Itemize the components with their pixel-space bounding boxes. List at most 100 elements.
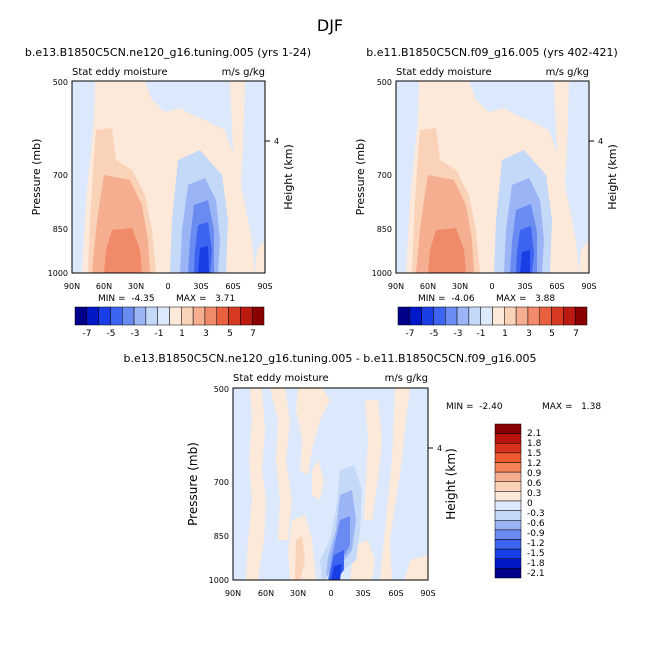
x-tick-90s: 90S [257,282,272,291]
x-tick-60s: 60S [225,282,240,291]
x-tick-30s: 30S [193,282,208,291]
contour-field [233,388,428,580]
y-tick-700: 700 [377,171,392,180]
colorbar-swatch [574,306,588,326]
y-tick-500: 500 [214,385,229,394]
colorbar-label: 1.5 [527,449,541,459]
colorbar-label: 1 [502,329,508,339]
colorbar-swatch [397,306,411,326]
colorbar-swatch [494,548,522,559]
colorbar-label: 1 [179,329,185,339]
x-tick-90n: 90N [225,589,241,598]
colorbar-swatch [192,306,206,326]
colorbar-swatch [240,306,253,326]
colorbar-swatch [539,306,552,326]
colorbar-swatch [145,306,158,326]
max-label: MAX = 1.38 [542,402,601,412]
colorbar-swatch [468,306,481,326]
colorbar-label: -1 [155,329,164,339]
colorbar-label: -5 [430,329,439,339]
colorbar-swatch [456,306,470,326]
colorbar-label: -1 [477,329,486,339]
colorbar-swatch [494,510,522,521]
x-ticks: 90N 60N 30N 0 30S 60S 90S [388,282,597,291]
panel-3: b.e13.B1850C5CN.ne120_g16.tuning.005 - b… [123,352,601,598]
colorbar-swatch [494,433,522,444]
figure-title: DJF [317,16,343,35]
y-tick-500: 500 [53,78,68,87]
colorbar-swatch [251,306,265,326]
colorbar-swatch [421,306,434,326]
colorbar-swatch [494,452,522,463]
colorbar-label: -3 [454,329,463,339]
colorbar-label: 2.1 [527,429,541,439]
panel-title: b.e13.B1850C5CN.ne120_g16.tuning.005 (yr… [25,46,311,59]
colorbar-swatch [133,306,147,326]
colorbar-label: -2.1 [527,569,545,579]
x-ticks: 90N 60N 30N 0 30S 60S 90S [64,282,273,291]
y-tick-850: 850 [214,532,229,541]
colorbar-label: -3 [131,329,140,339]
y-ticks: 500 700 850 1000 [209,385,229,585]
colorbar-swatch [551,306,564,326]
y-tick-1000: 1000 [48,269,68,278]
colorbar-swatch [494,462,522,473]
x-tick-60s: 60S [388,589,403,598]
y2-axis-label: Height (km) [606,144,619,210]
x-tick-90n: 90N [64,282,80,291]
colorbar-swatch [204,306,217,326]
colorbar-swatch [494,423,522,434]
colorbar-label: 5 [227,329,233,339]
x-tick-90s: 90S [420,589,435,598]
field-label: Stat eddy moisture [233,373,329,384]
colorbar-labels: -7 -5 -3 -1 1 3 5 7 [406,329,579,339]
colorbar-swatch [494,568,522,579]
x-tick-0: 0 [328,589,333,598]
colorbar-swatch [433,306,446,326]
plot-frame [71,80,266,274]
units-label: m/s g/kg [222,67,265,78]
units-label: m/s g/kg [385,373,428,384]
y2-axis-label: Height (km) [282,144,295,210]
x-tick-30n: 30N [128,282,144,291]
colorbar-swatch [122,306,135,326]
colorbar-label: -0.6 [527,519,545,529]
max-label: MAX = 3.88 [496,294,555,304]
colorbar-swatch [480,306,493,326]
colorbar-swatch [409,306,422,326]
min-label: MIN = -4.06 [418,294,475,304]
y-axis-label: Pressure (mb) [30,139,43,216]
field-label: Stat eddy moisture [396,67,492,78]
colorbar-swatch [216,306,229,326]
colorbar-swatch [494,558,522,569]
colorbar-swatch [181,306,194,326]
colorbar-label: -1.2 [527,539,545,549]
colorbar [397,306,588,326]
colorbar-label: 0.9 [527,469,542,479]
plot-frame [232,387,429,581]
y-ticks: 500 700 850 1000 [372,78,392,278]
y-tick-850: 850 [377,225,392,234]
colorbar-swatch [515,306,529,326]
colorbar-swatch [98,306,111,326]
y2-tick: 4 [274,137,279,146]
y2-tick: 4 [598,137,603,146]
colorbar-swatch [504,306,517,326]
colorbar-swatch [494,471,522,482]
max-label: MAX = 3.71 [176,294,235,304]
x-tick-60n: 60N [258,589,274,598]
y-ticks: 500 700 850 1000 [48,78,68,278]
colorbar-label: 3 [526,329,532,339]
colorbar-label: -7 [83,329,92,339]
colorbar [74,306,265,326]
x-tick-90n: 90N [388,282,404,291]
colorbar-swatch [86,306,99,326]
y-tick-1000: 1000 [372,269,392,278]
x-tick-60s: 60S [549,282,564,291]
x-tick-30n: 30N [452,282,468,291]
plot-frame [395,80,590,274]
colorbar-swatch [494,539,522,550]
colorbar-label: -1.5 [527,549,545,559]
x-tick-30s: 30S [355,589,370,598]
field-label: Stat eddy moisture [72,67,168,78]
